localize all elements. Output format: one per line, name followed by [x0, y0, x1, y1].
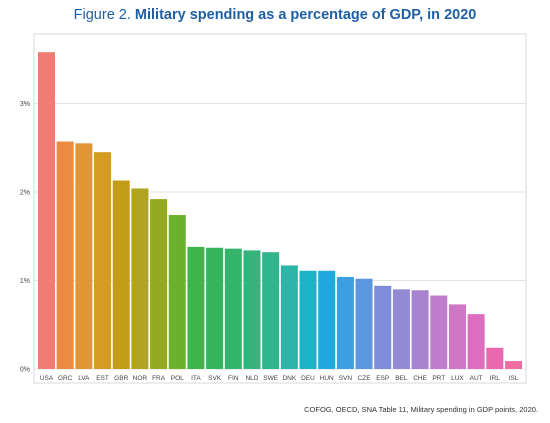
bar-irl [486, 347, 504, 369]
bar-grc [56, 141, 74, 369]
bar-cze [355, 278, 373, 369]
x-tick-label: ESP [376, 375, 389, 382]
bar-nor [131, 188, 149, 369]
x-tick-label: CZE [358, 375, 372, 382]
y-tick-labels: 0% 1% 2% 3% [20, 101, 30, 374]
x-tick-label: SVK [208, 375, 222, 382]
bar-esp [374, 285, 392, 369]
x-tick-label: BEL [395, 375, 408, 382]
x-tick-label: NLD [245, 375, 258, 382]
bar-est [94, 152, 112, 369]
x-tick-label: LVA [78, 375, 90, 382]
y-tick-label: 0% [20, 367, 30, 374]
x-tick-label: NOR [133, 375, 148, 382]
bar-isl [505, 361, 522, 369]
bar-dnk [280, 265, 298, 369]
x-tick-label: SVN [339, 375, 353, 382]
x-tick-label: FIN [228, 375, 239, 382]
bar-swe [262, 252, 280, 369]
y-tick-label: 2% [20, 190, 30, 197]
source-note: COFOG, OECD, SNA Table 11, Military spen… [304, 405, 538, 414]
x-tick-label: USA [40, 375, 54, 382]
x-tick-label: GRC [58, 375, 73, 382]
bar-lux [448, 304, 466, 369]
x-tick-label: AUT [470, 375, 483, 382]
bar-che [411, 290, 429, 369]
figure-title-text: Military spending as a percentage of GDP… [134, 7, 477, 23]
x-tick-label: DEU [301, 375, 315, 382]
bar-pol [168, 215, 186, 369]
figure-title: Figure 2. Military spending as a percent… [0, 7, 550, 23]
bar-prt [430, 295, 448, 369]
bar-svk [206, 247, 224, 369]
bar-lva [75, 143, 93, 369]
x-tick-label: ITA [191, 375, 201, 382]
bar-nld [243, 250, 261, 369]
x-tick-label: PRT [432, 375, 445, 382]
x-tick-label: EST [96, 375, 109, 382]
x-tick-label: GBR [114, 375, 128, 382]
bar-bel [392, 289, 410, 369]
x-tick-label: ISL [509, 375, 519, 382]
x-tick-label: LUX [451, 375, 464, 382]
bar-svn [336, 276, 354, 369]
bar-hun [318, 270, 336, 369]
y-tick-label: 3% [20, 101, 30, 108]
bar-aut [467, 314, 485, 369]
bar-usa [38, 52, 55, 370]
x-tick-label: CHE [413, 375, 427, 382]
x-tick-label: IRL [490, 375, 501, 382]
x-tick-label: SWE [263, 375, 278, 382]
bar-fra [150, 199, 168, 369]
y-tick-label: 1% [20, 278, 30, 285]
x-tick-label: POL [171, 375, 184, 382]
x-tick-labels: USA GRC LVA EST GBR NOR FRA POL ITA SVK FIN NLD SWE D… [40, 375, 519, 382]
x-tick-label: HUN [320, 375, 334, 382]
x-tick-label: FRA [152, 375, 166, 382]
bar-fin [224, 248, 242, 369]
bar-deu [299, 270, 317, 369]
x-tick-label: DNK [282, 375, 296, 382]
bar-gbr [112, 180, 130, 369]
figure-prefix: Figure 2. [73, 7, 131, 23]
bars [38, 52, 522, 370]
bar-ita [187, 246, 205, 369]
